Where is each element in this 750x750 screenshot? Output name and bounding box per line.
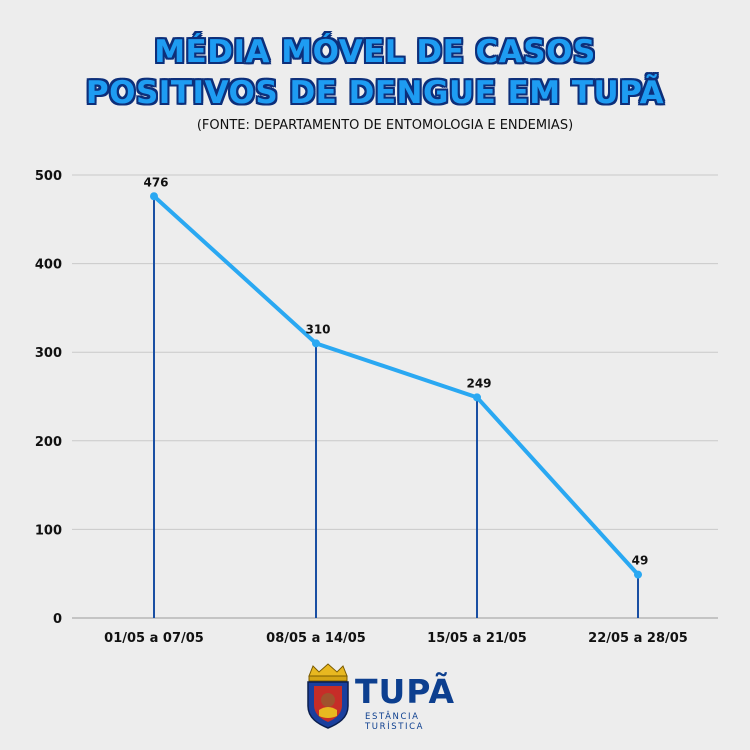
data-point — [634, 570, 642, 579]
x-tick-label: 01/05 a 07/05 — [104, 631, 204, 646]
city-coat-of-arms-icon — [307, 663, 349, 729]
line-chart: 0 100 200 300 400 500 01/05 a 07/05 476 08/05 a … — [35, 169, 718, 646]
data-label: 49 — [632, 554, 649, 568]
data-label: 249 — [466, 376, 491, 390]
chart-title: MÉDIA MÓVEL DE CASOS POSITIVOS DE DENGUE… — [0, 32, 750, 114]
y-tick-label: 0 — [53, 612, 62, 627]
chart-title-line-2: POSITIVOS DE DENGUE EM TUPÃ — [85, 75, 665, 111]
data-label: 476 — [143, 175, 168, 189]
y-tick-label: 500 — [35, 169, 62, 184]
x-tick-label: 08/05 a 14/05 — [266, 631, 366, 646]
y-tick-label: 200 — [35, 435, 62, 450]
chart-title-line-1: MÉDIA MÓVEL DE CASOS — [154, 34, 596, 70]
y-tick-label: 400 — [35, 258, 62, 273]
y-tick-label: 100 — [35, 523, 62, 538]
series-line — [152, 194, 640, 577]
x-tick-label: 15/05 a 21/05 — [427, 631, 527, 646]
data-point — [473, 393, 481, 402]
logo-name: TUPÃ — [355, 672, 456, 711]
y-tick-label: 300 — [35, 346, 62, 361]
data-point — [150, 192, 158, 201]
data-point — [312, 339, 320, 348]
chart-subtitle: (FONTE: DEPARTAMENTO DE ENTOMOLOGIA E EN… — [196, 118, 574, 133]
logo: TUPÃ ESTÂNCIA TURÍSTICA — [303, 662, 473, 732]
data-label: 310 — [305, 322, 330, 336]
x-tick-label: 22/05 a 28/05 — [588, 631, 688, 646]
logo-tagline: ESTÂNCIA TURÍSTICA — [365, 712, 425, 732]
